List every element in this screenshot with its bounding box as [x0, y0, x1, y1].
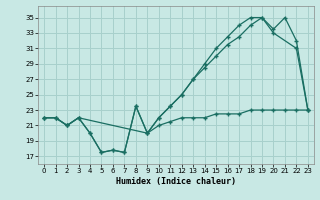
X-axis label: Humidex (Indice chaleur): Humidex (Indice chaleur)	[116, 177, 236, 186]
